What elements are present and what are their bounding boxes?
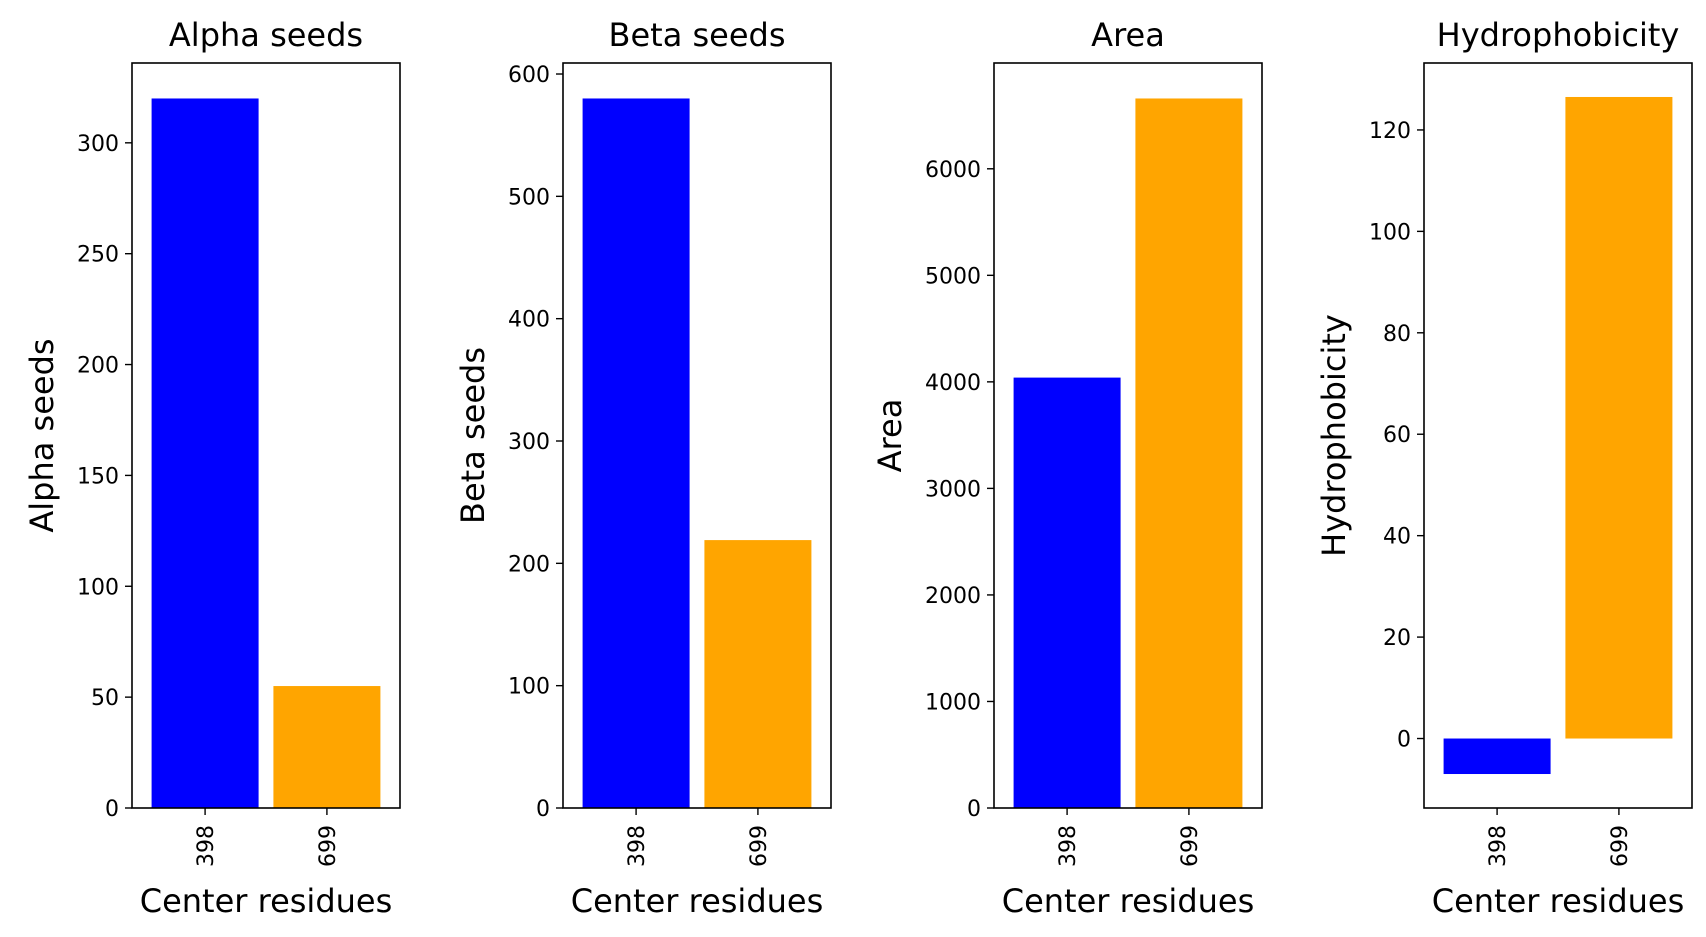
- panel-4: 0 20 40 60 80 100 120 398 699 Hydrophobicity Cente…: [1315, 16, 1693, 920]
- y-tick-label: 200: [77, 354, 119, 379]
- y-axis-label: Beta seeds: [454, 347, 492, 524]
- panel-title: Alpha seeds: [169, 16, 363, 54]
- y-tick-label: 2000: [925, 584, 981, 609]
- y-tick-label: 60: [1383, 423, 1411, 448]
- y-tick-label: 6000: [925, 158, 981, 183]
- bar-398: [1443, 738, 1551, 775]
- axes-frame: [562, 62, 832, 809]
- y-tick-label: 100: [1369, 220, 1411, 245]
- panel-title: Area: [1091, 16, 1165, 54]
- bar-398: [582, 98, 690, 808]
- y-tick-label: 0: [1397, 728, 1411, 753]
- y-axis-label: Alpha seeds: [23, 338, 61, 532]
- panel-title: Beta seeds: [609, 16, 786, 54]
- y-tick-label: 0: [967, 797, 981, 822]
- bar-398: [1013, 377, 1121, 808]
- x-tick-label: 398: [1486, 825, 1511, 867]
- y-tick-label: 3000: [925, 477, 981, 502]
- bar-699: [1565, 96, 1673, 739]
- bar-699: [1135, 98, 1243, 808]
- y-tick-label: 400: [508, 308, 550, 333]
- y-axis-label: Area: [871, 399, 909, 473]
- panel-1: 0 50 100 150 200 250 300 398 699 Alpha seeds Cente…: [23, 16, 401, 920]
- x-axis-label: Center residues: [1432, 882, 1685, 920]
- y-tick-label: 100: [508, 675, 550, 700]
- x-tick-label: 699: [1608, 825, 1633, 867]
- y-tick-label: 600: [508, 63, 550, 88]
- x-tick-label: 398: [625, 825, 650, 867]
- bar-398: [151, 98, 259, 808]
- x-tick-label: 699: [1178, 825, 1203, 867]
- bar-699: [704, 540, 812, 808]
- x-axis-label: Center residues: [140, 882, 393, 920]
- y-tick-label: 200: [508, 552, 550, 577]
- x-tick-label: 398: [1056, 825, 1081, 867]
- panel-3: 0 1000 2000 3000 4000 5000 6000 398 699 Area Cente…: [871, 16, 1263, 920]
- y-axis-label: Hydrophobicity: [1315, 314, 1353, 557]
- x-axis-label: Center residues: [1002, 882, 1255, 920]
- y-tick-label: 4000: [925, 371, 981, 396]
- panel-2: 0 100 200 300 400 500 600 398 699 Beta seeds Cente…: [454, 16, 832, 920]
- axes-frame: [1423, 62, 1693, 809]
- x-tick-label: 398: [194, 825, 219, 867]
- y-tick-label: 300: [77, 132, 119, 157]
- y-tick-label: 1000: [925, 690, 981, 715]
- y-tick-label: 80: [1383, 322, 1411, 347]
- y-tick-label: 40: [1383, 525, 1411, 550]
- x-axis-label: Center residues: [571, 882, 824, 920]
- y-tick-label: 20: [1383, 626, 1411, 651]
- y-tick-label: 250: [77, 243, 119, 268]
- y-tick-label: 50: [91, 686, 119, 711]
- y-tick-label: 150: [77, 464, 119, 489]
- y-tick-label: 5000: [925, 264, 981, 289]
- axes-frame: [993, 62, 1263, 809]
- y-tick-label: 300: [508, 430, 550, 455]
- y-tick-label: 0: [536, 797, 550, 822]
- bar-699: [273, 686, 381, 808]
- y-tick-label: 0: [105, 797, 119, 822]
- y-tick-label: 120: [1369, 119, 1411, 144]
- axes-frame: [131, 62, 401, 809]
- panel-title: Hydrophobicity: [1437, 16, 1680, 54]
- y-tick-label: 100: [77, 575, 119, 600]
- y-tick-label: 500: [508, 185, 550, 210]
- x-tick-label: 699: [747, 825, 772, 867]
- x-tick-label: 699: [316, 825, 341, 867]
